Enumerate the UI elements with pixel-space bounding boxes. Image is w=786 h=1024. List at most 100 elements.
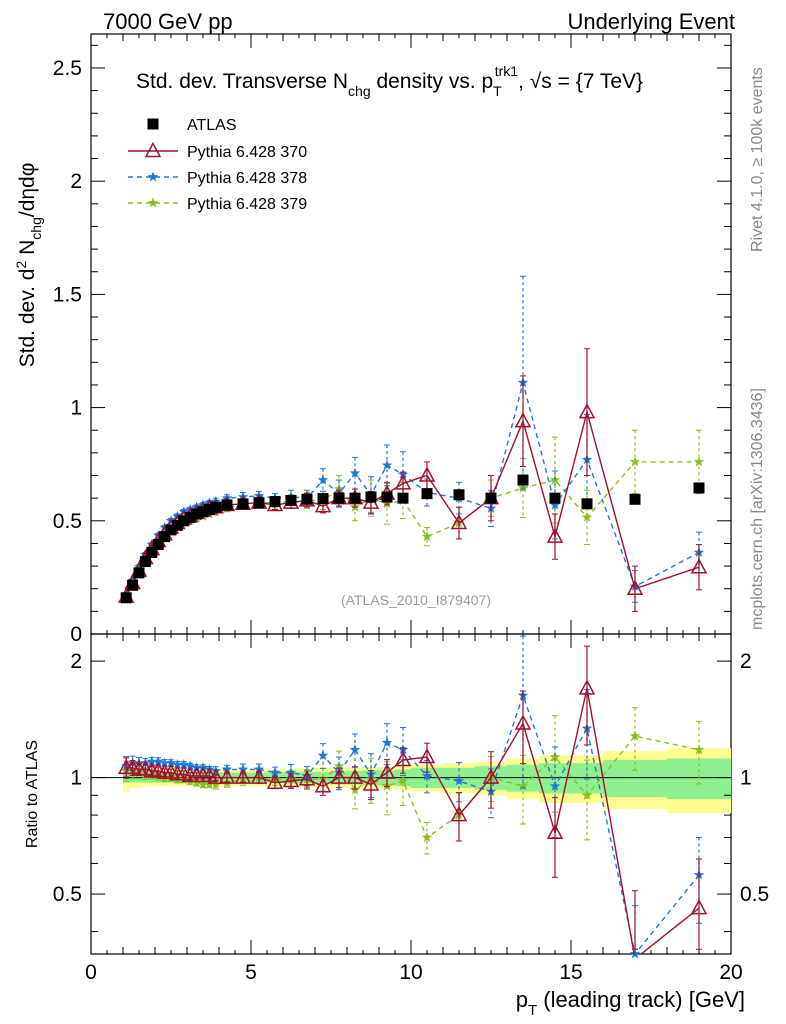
header-right: Underlying Event [567,9,735,34]
data-point [146,756,157,766]
data-point [178,759,189,770]
data-point [517,474,529,486]
data-point [421,488,433,500]
data-point [690,558,708,574]
data-point [349,492,361,504]
data-point [165,757,177,768]
ylabel-b: N [16,240,39,261]
legend-marker [147,197,159,208]
y-tick-label: 1.5 [53,283,82,306]
legend-entry: Pythia 6.428 379 [128,196,307,213]
xlabel-sub: T [528,1002,537,1019]
data-point [450,513,468,530]
data-point [421,832,433,842]
legend-marker [144,141,162,158]
y-tick-label: 1 [70,397,82,420]
legend-label: Pythia 6.428 379 [187,196,307,213]
y-tick-label: 0.5 [53,510,82,533]
plot-title: Std. dev. Transverse Nchg density vs. pT… [136,63,643,99]
legend-entry: ATLAS [147,117,237,134]
legend-label: Pythia 6.428 378 [187,170,307,187]
data-point [210,501,222,513]
data-point [578,679,596,695]
ylabel-sub: chg [28,217,44,240]
analysis-tag: (ATLAS_2010_I879407) [341,592,491,608]
data-point [120,592,132,604]
data-point [381,459,393,470]
data-point [549,492,561,504]
data-point [629,948,641,959]
data-point [285,494,297,506]
ratio-y-tick-label: 2 [70,650,82,673]
data-point [549,499,561,510]
data-point [517,780,529,791]
data-point [317,493,329,505]
data-point [549,780,561,791]
header-left: 7000 GeV pp [103,9,233,34]
title-sub-a: chg [348,83,371,99]
data-point [333,492,345,504]
legend: ATLAS Pythia 6.428 370 Pythia 6.428 378 Pyt… [128,117,307,213]
data-point [237,498,249,510]
legend-marker [147,171,159,182]
data-point [127,579,139,591]
y-tick-label: 0 [70,623,82,646]
data-point [204,778,215,789]
data-point [146,546,158,558]
ratio-y-tick-label: 1 [70,767,82,790]
data-point [581,789,593,800]
data-point [381,491,393,503]
data-point [266,773,284,789]
x-tick-label: 5 [245,961,257,984]
data-point [549,751,561,762]
data-point [269,496,281,508]
data-point [172,759,183,770]
ylabel-c: /dηdφ [16,163,39,218]
x-tick-label: 20 [719,961,742,984]
x-tick-label: 10 [399,961,422,984]
data-point [159,757,170,768]
data-point [629,730,641,741]
data-point [690,898,708,915]
y-tick-label: 2 [70,170,82,193]
data-point [546,527,564,543]
data-series [117,275,708,959]
data-point [421,770,433,781]
data-point [349,744,361,755]
data-point [349,467,361,478]
data-point [578,403,596,419]
legend-label: ATLAS [187,117,237,134]
data-point [629,493,641,505]
ylabel-sup: 2 [13,261,29,269]
title-part-a: Std. dev. Transverse N [136,70,348,93]
data-point [421,531,433,542]
data-point [397,492,409,504]
ratio-y-tick-label-right: 0.5 [740,883,769,906]
data-point [482,768,500,784]
data-point [185,760,196,771]
title-sub-b: T [493,83,502,99]
data-point [165,524,177,536]
xlabel-a: p [516,987,528,1012]
data-point [418,466,436,482]
data-point [139,556,151,568]
data-point [152,539,164,551]
series-line-ratio [125,693,700,954]
title-sup-b: trk1 [495,63,519,79]
data-point [485,492,497,504]
ratio-y-tick-label-right: 2 [740,650,752,673]
xlabel-b: (leading track) [GeV] [537,987,745,1012]
data-point [171,519,183,531]
data-point [514,412,532,428]
legend-entry: Pythia 6.428 370 [128,141,307,161]
data-point [317,750,329,760]
data-point [378,763,396,779]
series-atlas [120,474,705,604]
data-point [153,756,164,766]
data-point [453,775,465,786]
x-axis-label: pT (leading track) [GeV] [516,987,745,1019]
data-point [197,778,209,789]
data-point [626,579,644,595]
data-point [317,474,329,485]
band-stat-segment [603,760,667,798]
